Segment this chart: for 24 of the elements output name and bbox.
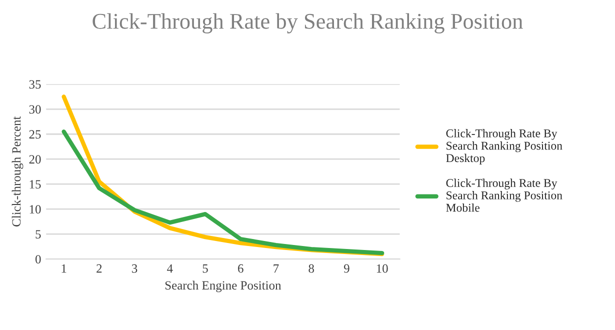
y-tick-label: 5 xyxy=(36,230,41,239)
y-tick-label: 15 xyxy=(30,180,41,189)
x-axis-title: Search Engine Position xyxy=(165,280,282,292)
x-tick-label: 5 xyxy=(202,264,208,273)
y-tick-label: 35 xyxy=(29,80,41,89)
line-series xyxy=(62,130,384,256)
chart-title: Click-Through Rate by Search Ranking Position xyxy=(92,13,523,34)
y-tick-label: 25 xyxy=(29,130,41,139)
legend-label: Click-Through Rate By Search Ranking Position Desktop xyxy=(446,129,562,165)
x-tick-label: 10 xyxy=(376,264,388,273)
x-tick-label: 1 xyxy=(62,264,66,273)
x-tick-label: 6 xyxy=(238,264,244,273)
x-tick-label: 3 xyxy=(132,264,138,273)
y-axis-title: Click-through Percent xyxy=(12,116,24,226)
x-tick-label: 2 xyxy=(96,264,102,273)
y-tick-label: 30 xyxy=(29,105,41,114)
y-tick-label: 0 xyxy=(35,255,41,264)
y-tick-label: 20 xyxy=(29,155,41,164)
legend-label: Click-Through Rate By Search Ranking Position Mobile xyxy=(446,178,562,212)
x-tick-label: 7 xyxy=(274,264,279,273)
x-tick-label: 8 xyxy=(308,264,314,273)
x-tick-label: 9 xyxy=(344,264,350,273)
x-tick-label: 4 xyxy=(167,264,173,273)
y-tick-label: 10 xyxy=(30,205,41,214)
